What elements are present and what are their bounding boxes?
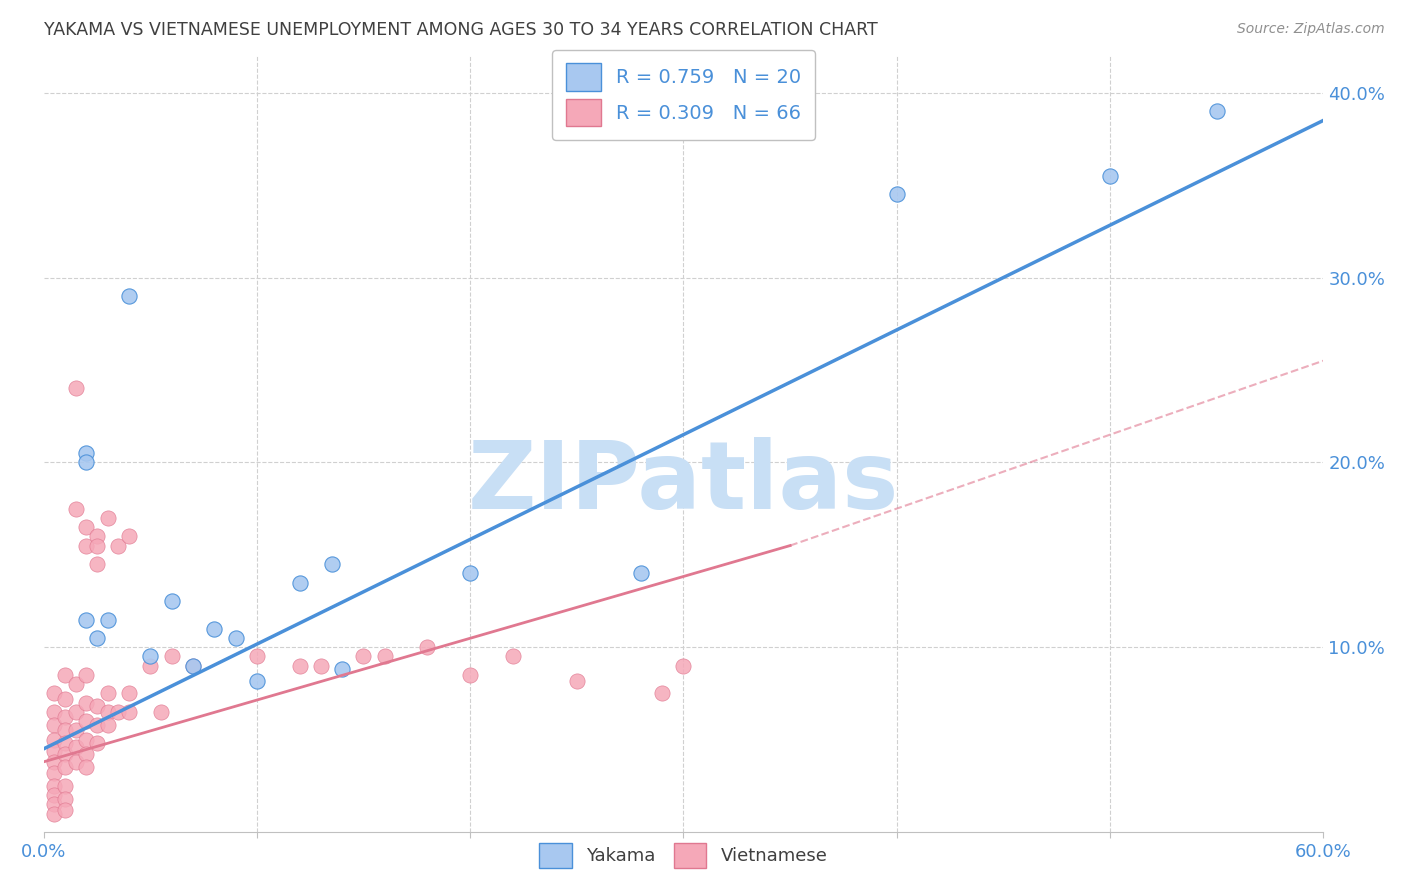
Legend: Yakama, Vietnamese: Yakama, Vietnamese (530, 834, 837, 878)
Point (53, 736, 76, 750)
Point (181, 658, 204, 673)
Point (53, 723, 76, 738)
Point (246, 673, 269, 688)
Point (502, 649, 524, 664)
Point (160, 649, 183, 664)
Text: ZIPatlas: ZIPatlas (468, 437, 900, 529)
Point (75, 760, 97, 774)
Point (139, 649, 162, 664)
Point (96, 718, 118, 732)
Point (288, 658, 311, 673)
Point (75, 539, 97, 553)
Point (44, 732, 66, 747)
Point (96, 511, 118, 525)
Point (107, 705, 129, 719)
Point (44, 686, 66, 700)
Point (160, 594, 183, 608)
Point (565, 673, 588, 688)
Point (44, 718, 66, 732)
Point (75, 732, 97, 747)
Point (53, 792, 76, 806)
Point (321, 557, 343, 571)
Point (44, 779, 66, 793)
Point (86, 529, 108, 543)
Point (118, 289, 141, 303)
Point (96, 686, 118, 700)
Point (458, 566, 481, 581)
Point (86, 631, 108, 645)
Point (86, 699, 108, 714)
Point (672, 658, 695, 673)
Point (53, 747, 76, 762)
Point (44, 788, 66, 802)
Point (65, 677, 87, 691)
Point (44, 766, 66, 780)
Point (458, 668, 481, 682)
Point (630, 566, 652, 581)
Point (75, 714, 97, 729)
Point (65, 740, 87, 755)
Point (886, 187, 908, 202)
Point (53, 760, 76, 774)
Point (202, 622, 225, 636)
Point (651, 686, 673, 700)
Point (75, 696, 97, 710)
Point (86, 718, 108, 732)
Point (75, 446, 97, 460)
Point (65, 381, 87, 395)
Point (44, 797, 66, 812)
Point (53, 668, 76, 682)
Point (330, 662, 353, 676)
Point (44, 744, 66, 758)
Point (118, 529, 141, 543)
Point (53, 710, 76, 724)
Point (75, 747, 97, 762)
Point (53, 779, 76, 793)
Point (353, 649, 375, 664)
Point (65, 501, 87, 516)
Point (118, 705, 141, 719)
Point (107, 539, 129, 553)
Point (96, 705, 118, 719)
Point (225, 631, 247, 645)
Point (1205, 104, 1227, 119)
Point (53, 803, 76, 817)
Point (149, 705, 172, 719)
Point (65, 755, 87, 769)
Point (65, 723, 87, 738)
Point (181, 658, 204, 673)
Point (374, 649, 396, 664)
Point (44, 806, 66, 821)
Text: Source: ZipAtlas.com: Source: ZipAtlas.com (1237, 22, 1385, 37)
Point (288, 575, 311, 590)
Point (246, 649, 269, 664)
Point (44, 705, 66, 719)
Point (86, 736, 108, 750)
Point (44, 755, 66, 769)
Point (86, 539, 108, 553)
Point (1099, 169, 1122, 183)
Point (75, 455, 97, 469)
Point (75, 520, 97, 534)
Point (86, 557, 108, 571)
Text: YAKAMA VS VIETNAMESE UNEMPLOYMENT AMONG AGES 30 TO 34 YEARS CORRELATION CHART: YAKAMA VS VIETNAMESE UNEMPLOYMENT AMONG … (44, 21, 877, 39)
Point (75, 613, 97, 627)
Point (53, 692, 76, 706)
Point (416, 640, 439, 655)
Point (96, 613, 118, 627)
Point (65, 705, 87, 719)
Point (75, 668, 97, 682)
Point (309, 658, 332, 673)
Point (139, 658, 162, 673)
Point (118, 686, 141, 700)
